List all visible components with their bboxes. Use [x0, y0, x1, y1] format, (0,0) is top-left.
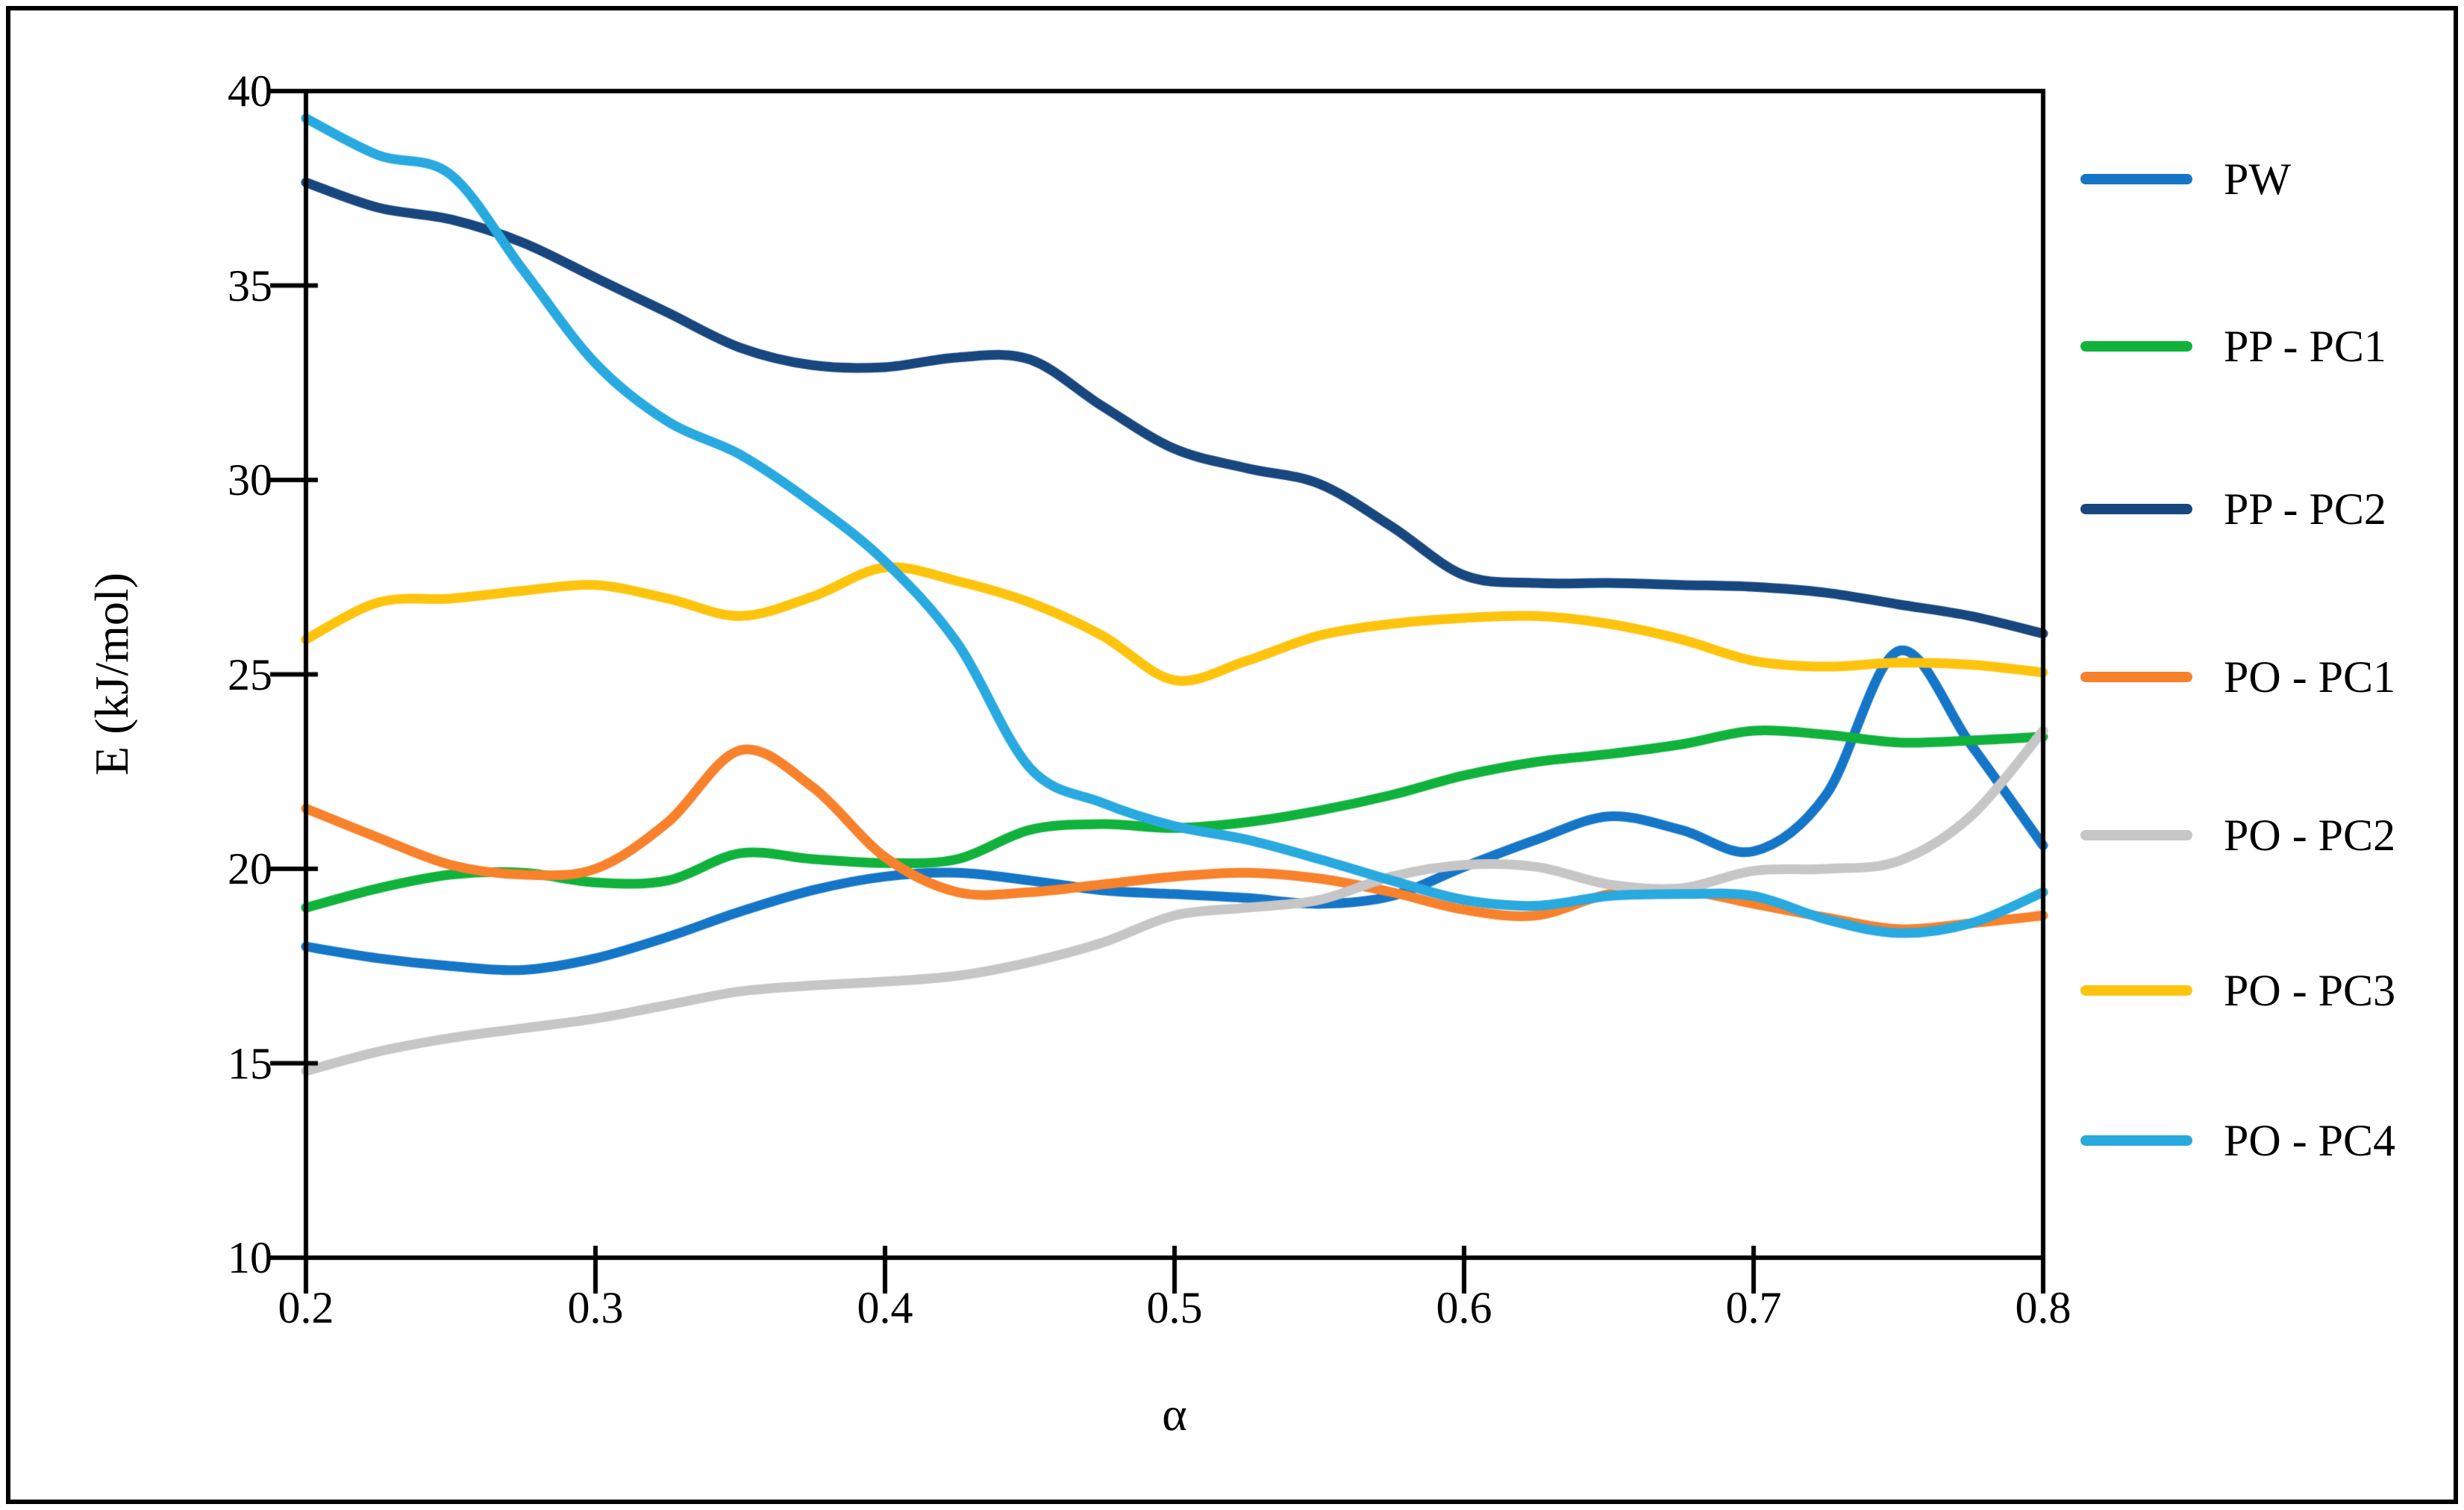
- x-tick-label: 0.4: [857, 1283, 913, 1332]
- y-tick-label: 25: [228, 649, 272, 699]
- legend-item-po-pc1: PO - PC1: [2080, 647, 2395, 707]
- x-tick-label: 0.3: [567, 1283, 624, 1332]
- y-tick-label: 35: [228, 260, 272, 311]
- x-tick-label: 0.8: [2015, 1283, 2071, 1332]
- y-tick-label: 20: [228, 844, 272, 893]
- legend-item-pp-pc1: PP - PC1: [2080, 316, 2386, 376]
- legend-item-po-pc2: PO - PC2: [2080, 805, 2395, 865]
- legend-label: PO - PC3: [2224, 966, 2396, 1015]
- legend-swatch: [2080, 672, 2192, 682]
- x-tick-label: 0.5: [1146, 1283, 1203, 1332]
- x-axis-title: α: [1162, 1388, 1187, 1441]
- x-tick-label: 0.2: [278, 1283, 334, 1332]
- legend-item-po-pc4: PO - PC4: [2080, 1111, 2395, 1170]
- legend-label: PO - PC4: [2224, 1116, 2396, 1165]
- legend-item-pw: PW: [2080, 149, 2291, 209]
- legend-swatch: [2080, 985, 2192, 996]
- y-axis-title: E (kJ/mol): [85, 573, 138, 776]
- legend-item-pp-pc2: PP - PC2: [2080, 479, 2386, 539]
- y-tick-label: 40: [228, 66, 272, 116]
- legend-label: PP - PC1: [2224, 322, 2386, 371]
- y-tick-label: 15: [228, 1038, 272, 1088]
- legend-label: PO - PC1: [2224, 652, 2396, 702]
- y-tick-label: 10: [228, 1233, 272, 1282]
- legend-swatch: [2080, 174, 2192, 184]
- legend-swatch: [2080, 1135, 2192, 1146]
- legend-item-po-pc3: PO - PC3: [2080, 961, 2395, 1020]
- legend-swatch: [2080, 504, 2192, 514]
- x-tick-label: 0.6: [1436, 1283, 1492, 1332]
- legend-label: PP - PC2: [2224, 484, 2386, 534]
- y-tick-label: 30: [228, 455, 272, 505]
- legend-swatch: [2080, 341, 2192, 352]
- legend-swatch: [2080, 830, 2192, 840]
- legend-label: PO - PC2: [2224, 811, 2396, 860]
- legend-label: PW: [2224, 155, 2291, 204]
- x-tick-label: 0.7: [1725, 1283, 1782, 1332]
